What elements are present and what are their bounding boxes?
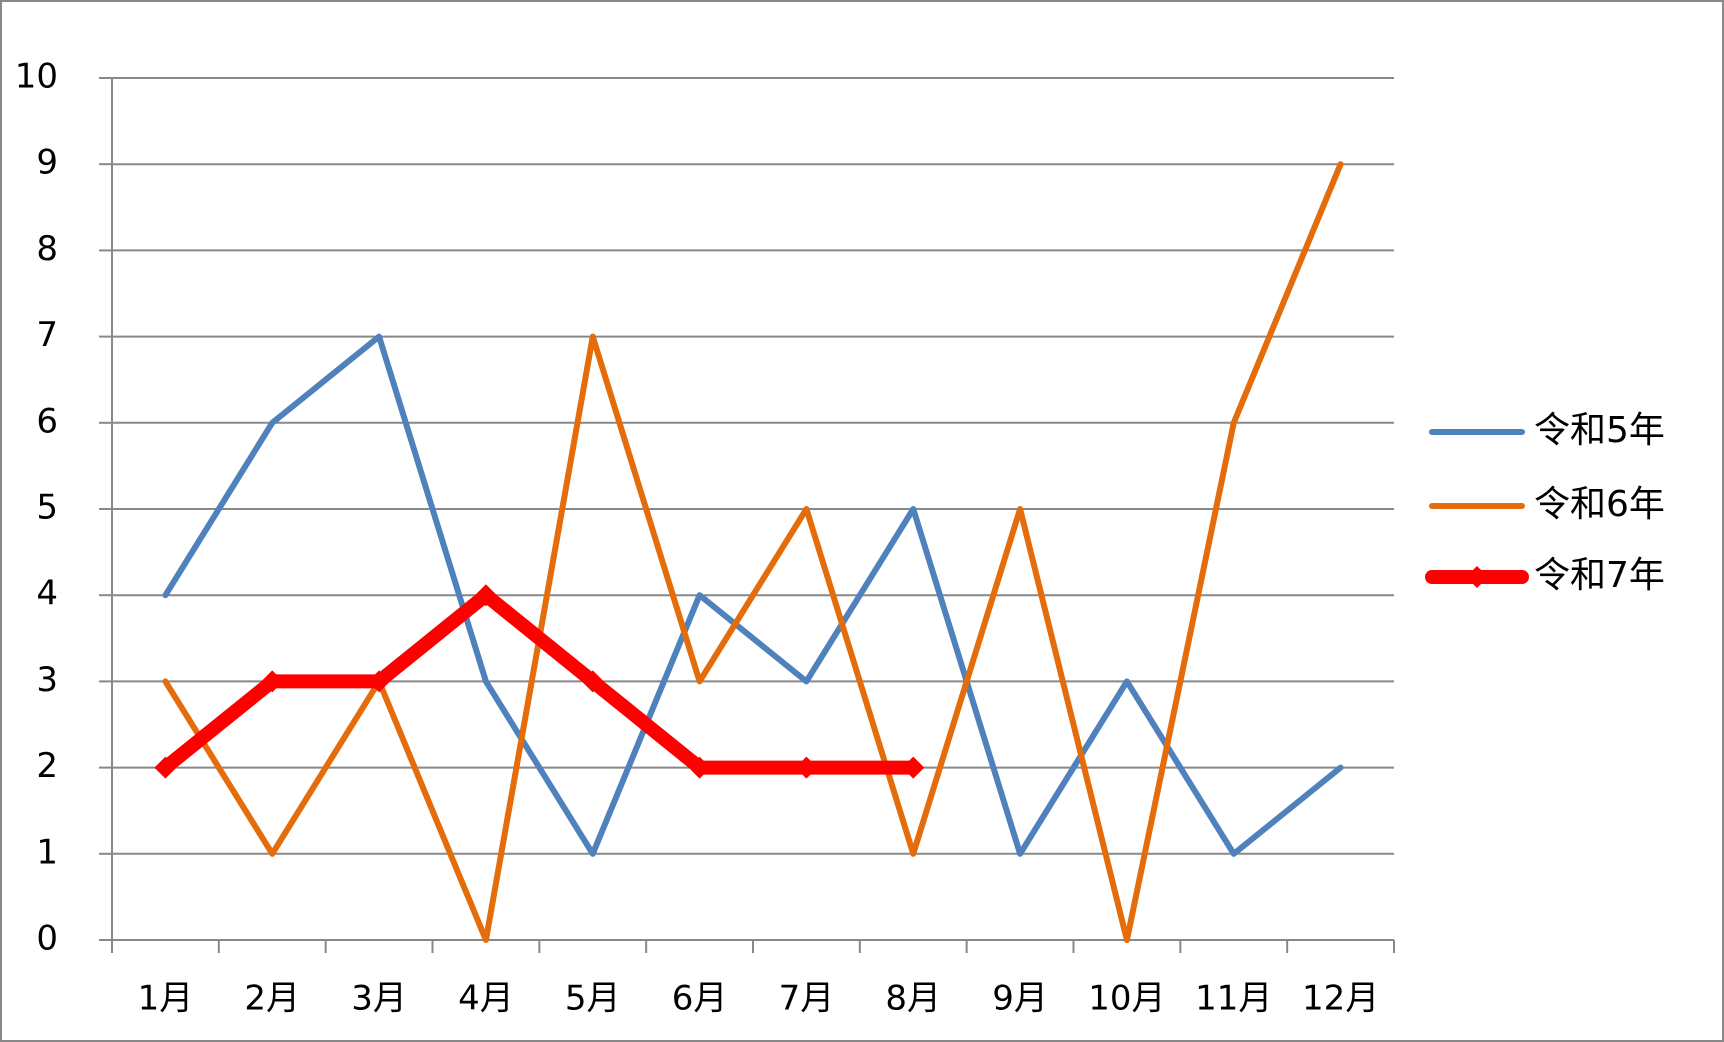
y-tick-label: 1: [36, 832, 58, 872]
legend-marker: [1466, 566, 1488, 588]
y-tick-label: 8: [36, 229, 58, 269]
data-point: [581, 670, 604, 693]
x-tick-label: 2月: [244, 979, 300, 1019]
legend-label: 令和5年: [1534, 410, 1665, 451]
x-tick-label: 3月: [351, 979, 407, 1019]
data-point: [154, 756, 177, 779]
data-point: [902, 756, 925, 779]
y-tick-label: 9: [36, 143, 58, 183]
series-line: [158, 588, 921, 775]
y-tick-label: 0: [36, 919, 58, 959]
data-point: [688, 756, 711, 779]
series-line: [162, 161, 1344, 943]
data-point: [368, 670, 391, 693]
y-tick-label: 3: [36, 660, 58, 700]
x-tick-label: 1月: [138, 979, 194, 1019]
x-tick-label: 8月: [885, 979, 941, 1019]
legend-label: 令和7年: [1534, 555, 1665, 596]
y-tick-label: 6: [36, 401, 58, 441]
x-tick-label: 12月: [1302, 979, 1379, 1019]
series-line: [162, 333, 1344, 857]
y-tick-label: 5: [36, 488, 58, 528]
x-tick-label: 11月: [1195, 979, 1272, 1019]
y-tick-label: 4: [36, 574, 58, 614]
x-tick-label: 9月: [992, 979, 1048, 1019]
y-tick-label: 7: [36, 315, 58, 355]
x-tick-label: 4月: [458, 979, 514, 1019]
y-tick-label: 10: [15, 57, 58, 97]
data-point: [795, 756, 818, 779]
x-tick-label: 6月: [672, 979, 728, 1019]
data-point: [261, 670, 284, 693]
y-tick-label: 2: [36, 746, 58, 786]
x-tick-label: 10月: [1088, 979, 1165, 1019]
x-tick-label: 5月: [565, 979, 621, 1019]
legend-label: 令和6年: [1534, 484, 1665, 525]
data-point: [474, 584, 497, 607]
x-tick-label: 7月: [779, 979, 835, 1019]
